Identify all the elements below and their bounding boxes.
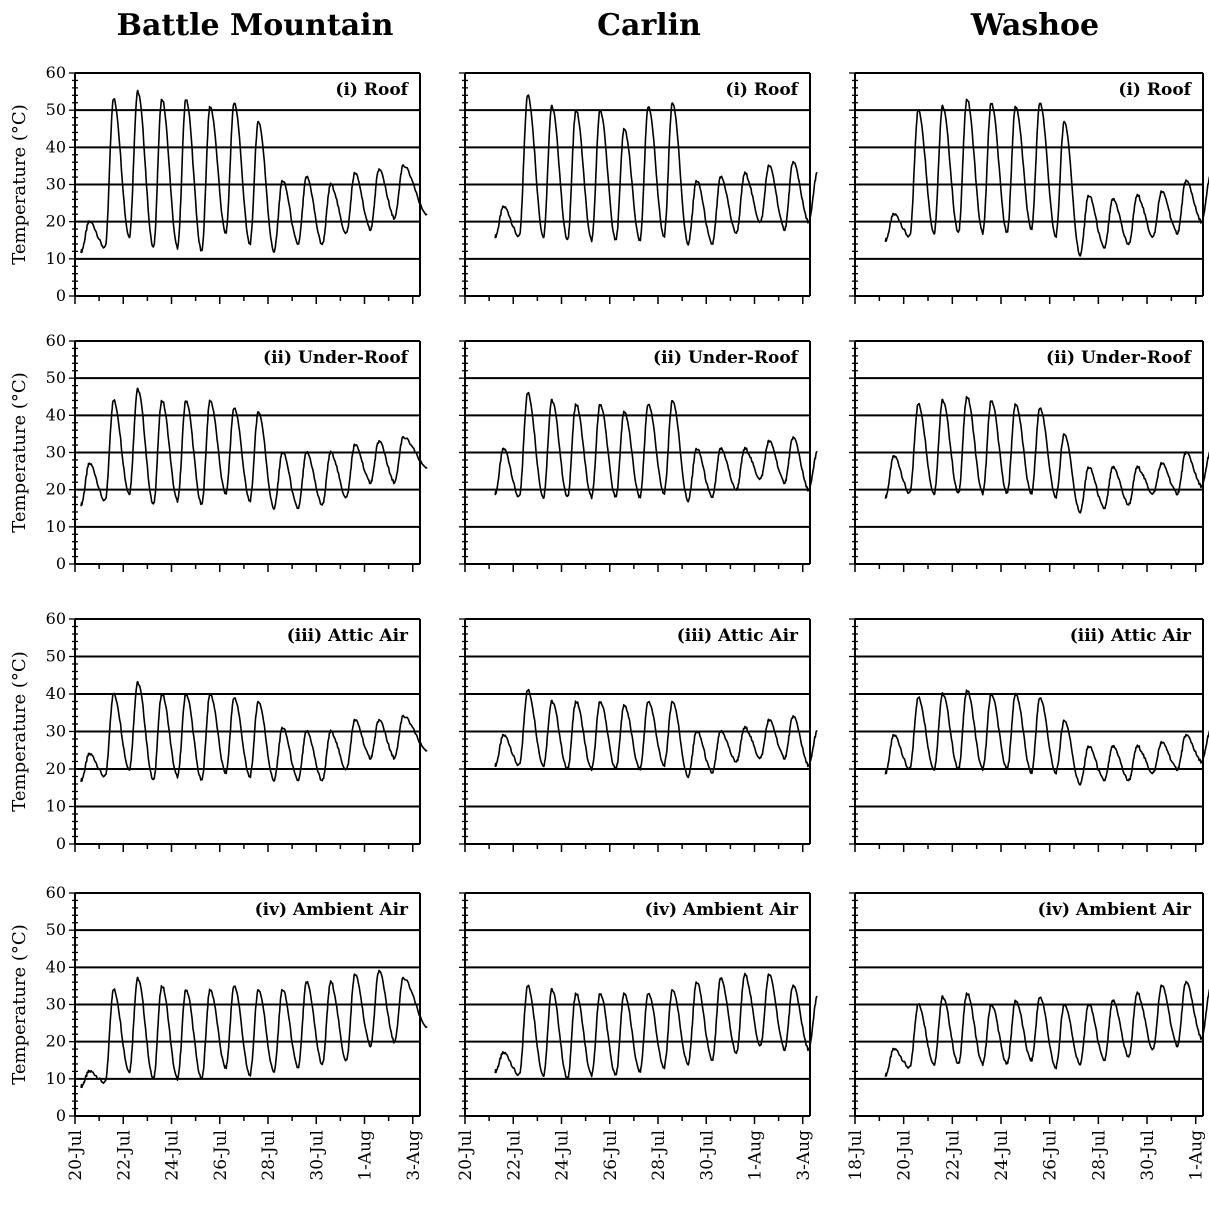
x-date-label: 30-Jul [1138,1130,1158,1181]
y-tick-label: 0 [56,834,66,853]
panel-battle-mountain-iii-attic-air: 0 10 20 30 40 50 60 Temperature (°C) (iii) Attic… [9,609,428,853]
y-tick-label: 10 [46,797,66,816]
panel-label: (iv) Ambient Air [1038,900,1192,920]
temperature-series-line [884,980,1209,1077]
temperature-series-line [884,395,1209,514]
x-date-label: 26-Jul [211,1130,231,1181]
panel-label: (iii) Attic Air [1070,626,1192,646]
y-tick-label: 30 [46,995,66,1014]
x-date-label: 18-Jul [846,1130,866,1181]
temperature-series-line [80,387,428,510]
temperature-series-line [80,89,428,254]
panel-washoe-ii-under-roof: (ii) Under-Roof [849,340,1209,572]
panel-label: (i) Roof [725,80,799,100]
y-tick-label: 40 [46,405,66,424]
panel-carlin-iv-ambient-air: 20-Jul 22-Jul 24-Jul 26-Jul 28-Jul 30-Jul 1-Au… [456,892,818,1181]
x-date-label: 26-Jul [601,1130,621,1181]
y-tick-label: 20 [46,1032,66,1051]
y-tick-label: 30 [46,722,66,741]
y-tick-label: 0 [56,554,66,573]
panel-battle-mountain-ii-under-roof: 0 10 20 30 40 50 60 Temperature (°C) (ii) Under-… [9,331,428,573]
x-date-label: 3-Aug [404,1130,424,1181]
panel-label: (ii) Under-Roof [263,348,410,368]
y-tick-label: 60 [46,609,66,628]
x-date-label: 20-Jul [895,1130,915,1181]
y-tick-label: 30 [46,443,66,462]
panel-carlin-ii-under-roof: (ii) Under-Roof [459,340,818,572]
y-tick-label: 50 [46,920,66,939]
x-date-label: 28-Jul [259,1130,279,1181]
x-date-label: 24-Jul [163,1130,183,1181]
x-date-label: 3-Aug [794,1130,814,1181]
panel-label: (ii) Under-Roof [1046,348,1193,368]
panel-label: (iv) Ambient Air [645,900,799,920]
panel-battle-mountain-i-roof: 0 10 20 30 40 50 60 Temperature (°C) (i) Roof [9,63,428,305]
y-tick-label: 20 [46,759,66,778]
y-tick-label: 0 [56,1106,66,1125]
y-axis-label: Temperature (°C) [9,651,30,811]
panel-label: (iv) Ambient Air [255,900,409,920]
x-date-label: 1-Aug [356,1130,376,1181]
panel-washoe-iii-attic-air: (iii) Attic Air [849,618,1209,852]
x-date-label: 24-Jul [553,1130,573,1181]
x-date-label: 22-Jul [943,1130,963,1181]
x-date-label: 22-Jul [114,1130,134,1181]
y-tick-label: 30 [46,175,66,194]
panel-carlin-i-roof: (i) Roof [459,72,818,304]
y-tick-label: 10 [46,1069,66,1088]
x-date-label: 24-Jul [992,1130,1012,1181]
x-date-label: 20-Jul [456,1130,476,1181]
y-tick-label: 60 [46,883,66,902]
x-date-label: 28-Jul [1089,1130,1109,1181]
site-title-washoe: Washoe [970,8,1099,43]
temperature-series-line [494,972,818,1079]
panel-carlin-iii-attic-air: (iii) Attic Air [459,618,818,852]
y-tick-label: 0 [56,286,66,305]
y-tick-label: 20 [46,480,66,499]
y-tick-label: 50 [46,647,66,666]
site-title-battle-mountain: Battle Mountain [117,8,394,43]
temperature-series-line [494,391,818,503]
temperature-series-line [80,969,428,1089]
x-date-label: 26-Jul [1041,1130,1061,1181]
y-tick-label: 40 [46,957,66,976]
panel-battle-mountain-iv-ambient-air: 0 10 20 30 40 50 60 Temperature (°C) 20-Jul 22-Ju… [9,883,428,1181]
site-title-carlin: Carlin [597,8,701,43]
panel-label: (i) Roof [335,80,409,100]
temperature-series-line [884,689,1209,786]
y-tick-label: 20 [46,212,66,231]
panel-label: (ii) Under-Roof [653,348,800,368]
y-tick-label: 40 [46,137,66,156]
temperature-series-line [884,98,1209,257]
y-tick-label: 40 [46,684,66,703]
x-date-label: 30-Jul [307,1130,327,1181]
panel-label: (iii) Attic Air [677,626,799,646]
temperature-series-line [80,680,428,783]
y-tick-label: 60 [46,331,66,350]
panel-label: (iii) Attic Air [287,626,409,646]
y-tick-label: 10 [46,517,66,536]
y-axis-label: Temperature (°C) [9,924,30,1084]
x-date-label: 30-Jul [697,1130,717,1181]
y-tick-label: 10 [46,249,66,268]
site-titles: Battle Mountain Carlin Washoe [117,8,1100,43]
panels: 0 10 20 30 40 50 60 Temperature (°C) (i) Roof (i)… [9,63,1209,1181]
x-date-label: 20-Jul [66,1130,86,1181]
x-date-label: 28-Jul [649,1130,669,1181]
y-tick-label: 50 [46,100,66,119]
temperature-series-line [494,94,818,246]
temperature-series-line [494,688,818,779]
x-date-label: 1-Aug [746,1130,766,1181]
panel-washoe-iv-ambient-air: 18-Jul 20-Jul 22-Jul 24-Jul 26-Jul 28-Jul 30-J… [846,892,1209,1181]
y-tick-label: 60 [46,63,66,82]
y-axis-label: Temperature (°C) [9,372,30,532]
panel-label: (i) Roof [1118,80,1192,100]
x-date-label: 22-Jul [504,1130,524,1181]
y-tick-label: 50 [46,368,66,387]
y-axis-label: Temperature (°C) [9,104,30,264]
x-date-label: 1-Aug [1187,1130,1207,1181]
panel-washoe-i-roof: (i) Roof [849,72,1209,304]
